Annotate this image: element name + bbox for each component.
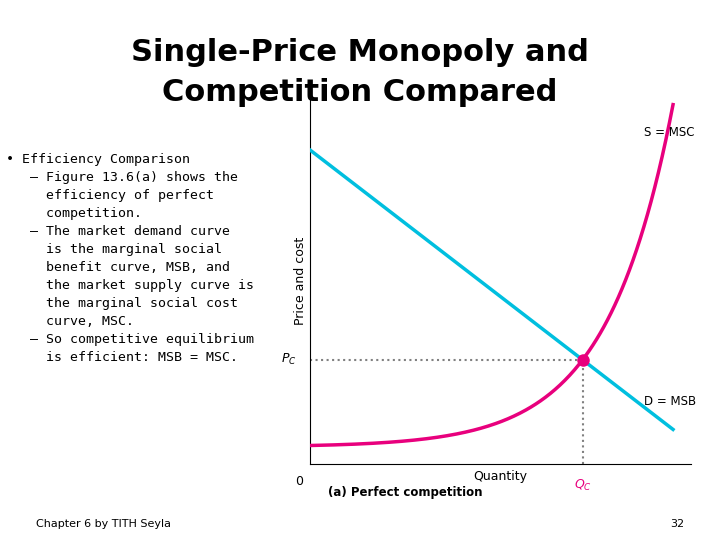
Text: 0: 0 — [294, 475, 302, 488]
X-axis label: Quantity: Quantity — [474, 470, 527, 483]
Text: D = MSB: D = MSB — [644, 395, 696, 408]
Text: • Efficiency Comparison
   – Figure 13.6(a) shows the
     efficiency of perfect: • Efficiency Comparison – Figure 13.6(a)… — [6, 153, 254, 364]
Text: Single-Price Monopoly and: Single-Price Monopoly and — [131, 38, 589, 67]
Text: S = MSC: S = MSC — [644, 126, 695, 139]
Text: $P_C$: $P_C$ — [282, 352, 297, 367]
Text: (a) Perfect competition: (a) Perfect competition — [328, 486, 482, 499]
Y-axis label: Price and cost: Price and cost — [294, 237, 307, 325]
Text: Competition Compared: Competition Compared — [162, 78, 558, 107]
Text: $Q_C$: $Q_C$ — [574, 478, 592, 494]
Text: 32: 32 — [670, 519, 684, 529]
Text: Chapter 6 by TITH Seyla: Chapter 6 by TITH Seyla — [36, 519, 171, 529]
